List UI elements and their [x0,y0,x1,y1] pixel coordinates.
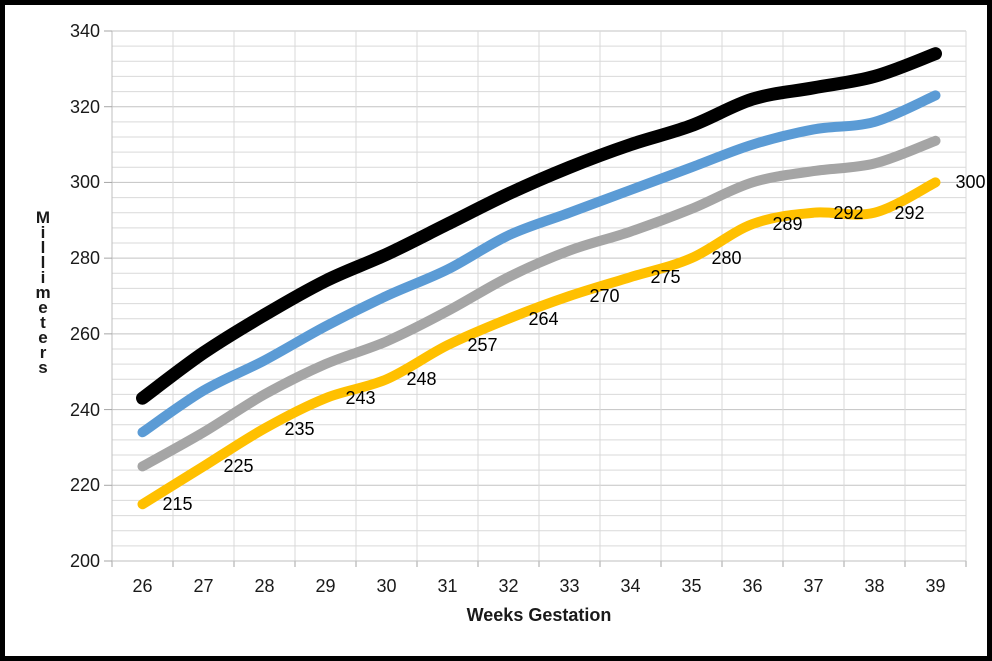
data-label: 243 [345,388,376,409]
y-axis-title-letter: r [39,343,47,362]
series-line-gray-curve [137,135,941,472]
data-label: 289 [772,214,803,235]
x-tick-label: 26 [132,576,153,596]
y-tick-label: 240 [69,399,100,420]
x-tick-label: 38 [864,576,885,596]
data-label: 300 [955,172,986,193]
x-tick-label: 33 [559,576,580,596]
x-axis-title: Weeks Gestation [466,605,612,625]
data-label: 292 [833,202,864,223]
y-tick-label: 200 [69,551,100,571]
data-label: 275 [650,267,681,288]
data-label: 215 [162,494,193,515]
y-tick-label: 280 [69,248,100,269]
x-tick-label: 35 [681,576,702,596]
data-label: 235 [284,418,315,439]
x-tick-label: 28 [254,576,275,596]
data-label: 257 [467,335,498,356]
data-label: 264 [528,308,559,329]
data-label: 270 [589,286,620,306]
data-label: 225 [223,456,254,477]
data-label: 248 [406,369,437,390]
y-axis-title-letter: e [38,328,48,347]
series-line-black-upper-curve [136,47,942,405]
x-tick-label: 30 [376,576,397,596]
x-tick-label: 39 [925,576,946,596]
data-label: 292 [894,202,925,223]
x-tick-label: 32 [498,576,519,596]
x-tick-label: 27 [193,576,214,596]
y-axis-title-letter: t [40,313,46,332]
y-axis-title-letter: l [40,253,46,272]
y-axis-title-letter: e [38,298,48,317]
y-tick-label: 220 [69,475,100,496]
y-axis-title-letter: M [35,208,51,227]
y-tick-label: 300 [69,172,100,193]
y-tick-label: 320 [69,96,100,117]
y-axis-title-letter: i [40,223,46,242]
x-tick-label: 31 [437,576,458,596]
y-tick-label: 260 [69,323,100,344]
y-tick-label: 340 [69,21,100,41]
series-line-blue-curve [137,90,941,438]
y-axis-title-letter: s [38,358,48,377]
x-tick-label: 36 [742,576,763,596]
x-tick-label: 29 [315,576,336,596]
x-tick-label: 37 [803,576,824,596]
x-tick-label: 34 [620,576,641,596]
y-axis-title-letter: i [40,268,46,287]
series-line-yellow-labeled-curve [137,177,941,510]
data-label: 280 [711,248,742,269]
y-axis-title-letter: l [40,238,46,257]
y-axis-title-letter: m [35,283,51,302]
